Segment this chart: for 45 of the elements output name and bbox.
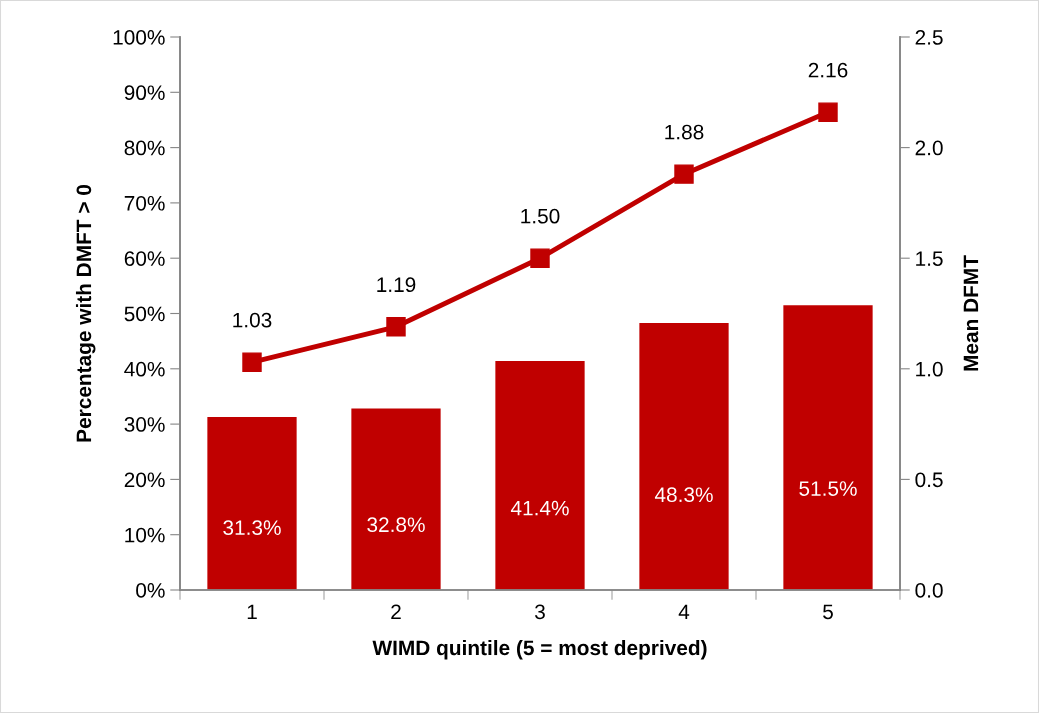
y-tick-label: 90% (124, 85, 165, 101)
bar (639, 322, 729, 590)
data-label: 41.4% (510, 500, 569, 516)
y-tick-label: 80% (124, 140, 165, 156)
data-label: 32.8% (367, 517, 425, 533)
y2-tick-label: 2.0 (915, 140, 943, 156)
x-tick-label: 3 (535, 604, 545, 620)
x-tick-label: 1 (247, 604, 257, 619)
bar (495, 361, 585, 590)
point (674, 164, 694, 184)
data-label: 51.5% (799, 481, 857, 496)
x-tick-label: 2 (391, 604, 401, 619)
bar (351, 408, 441, 590)
point (530, 248, 550, 268)
y2-tick-label: 1.5 (916, 251, 943, 266)
data-label: 1.50 (521, 208, 560, 224)
y-tick-label: 70% (124, 195, 165, 211)
y-tick-label: 60% (124, 251, 165, 266)
data-label: 1.19 (377, 277, 416, 293)
data-label: 48.3% (654, 487, 713, 503)
y-tick-label: 30% (124, 417, 165, 432)
y2-tick-label: 0.5 (915, 472, 943, 488)
y-axis-title: Percentage with DMFT > 0 (75, 184, 96, 442)
x-tick-label: 4 (678, 604, 690, 619)
y-tick-label: 20% (124, 472, 165, 488)
data-label: 31.3% (223, 520, 281, 536)
y-tick-label: 0% (136, 583, 165, 598)
y2-axis-title: Mean DFMT (963, 255, 979, 371)
point (386, 317, 406, 337)
x-tick-label: 5 (823, 604, 833, 620)
y-tick-label: 40% (124, 361, 165, 377)
point (242, 352, 262, 372)
y2-tick-label: 1.0 (916, 361, 943, 377)
data-label: 2.16 (808, 62, 848, 78)
x-axis-title: WIMD quintile (5 = most deprived) (372, 639, 707, 660)
y2-tick-label: 2.5 (915, 30, 943, 45)
data-label: 1.03 (233, 312, 272, 328)
bar (207, 416, 297, 590)
point (818, 102, 838, 122)
y-tick-label: 10% (125, 527, 165, 543)
data-label: 1.88 (665, 124, 704, 140)
y-tick-label: 100% (113, 30, 165, 45)
y2-tick-label: 0.0 (915, 583, 943, 598)
y-tick-label: 50% (124, 306, 165, 322)
bar (783, 305, 873, 590)
